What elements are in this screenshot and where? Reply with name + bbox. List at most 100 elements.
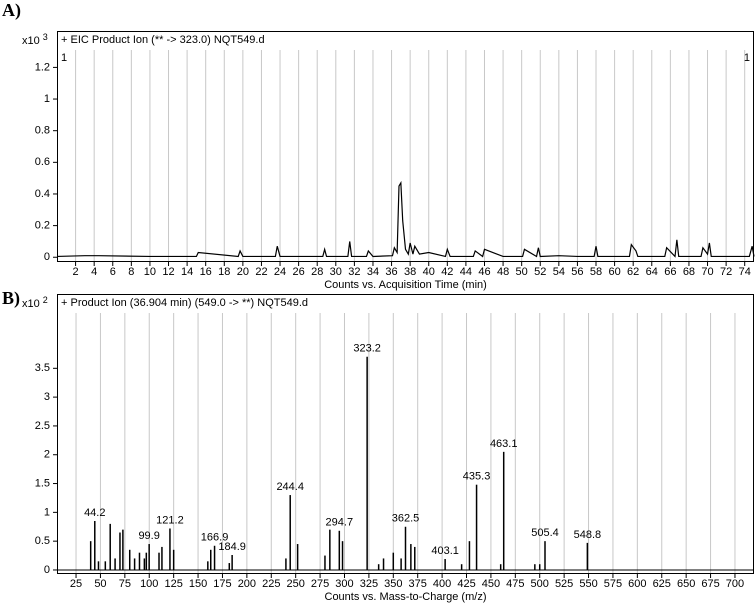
x-tick-label: 10	[144, 266, 156, 278]
y-tick-label: 3.5	[35, 362, 50, 374]
chart-title: + EIC Product Ion (** -> 323.0) NQT549.d	[61, 34, 265, 46]
x-tick-label: 350	[384, 578, 402, 590]
x-tick-label: 68	[683, 266, 695, 278]
peak-label: 184.9	[218, 541, 246, 553]
x-tick-label: 56	[571, 266, 583, 278]
x-tick-label: 64	[646, 266, 658, 278]
cursor-label: 1	[61, 52, 67, 64]
y-tick-label: 0.2	[35, 220, 50, 232]
x-tick-label: 550	[579, 578, 597, 590]
x-tick-label: 2	[73, 266, 79, 278]
y-tick-label: 3	[44, 391, 50, 403]
peak-label: 435.3	[463, 471, 491, 483]
x-tick-label: 44	[460, 266, 472, 278]
x-tick-label: 200	[238, 578, 256, 590]
x-tick-label: 66	[664, 266, 676, 278]
x-tick-label: 575	[604, 578, 622, 590]
frame	[57, 294, 754, 574]
y-tick-label: 1.2	[35, 61, 50, 73]
peak-label: 121.2	[156, 514, 184, 526]
x-tick-label: 175	[213, 578, 231, 590]
y-scale-exponent: 3	[43, 32, 48, 42]
y-tick-label: 1.5	[35, 477, 50, 489]
x-tick-label: 450	[482, 578, 500, 590]
x-tick-label: 275	[311, 578, 329, 590]
x-tick-label: 42	[441, 266, 453, 278]
x-tick-label: 50	[516, 266, 528, 278]
x-axis-label: Counts vs. Acquisition Time (min)	[324, 279, 487, 291]
x-tick-label: 650	[677, 578, 695, 590]
x-tick-label: 125	[164, 578, 182, 590]
x-tick-label: 475	[506, 578, 524, 590]
y-tick-label: 0.4	[35, 188, 50, 200]
x-tick-label: 300	[335, 578, 353, 590]
y-tick-label: 0.6	[35, 156, 50, 168]
x-axis-label: Counts vs. Mass-to-Charge (m/z)	[325, 591, 487, 603]
x-tick-label: 225	[262, 578, 280, 590]
x-tick-label: 54	[553, 266, 565, 278]
panel-label: A)	[2, 0, 21, 21]
peak-label: 548.8	[574, 529, 602, 541]
x-tick-label: 4	[91, 266, 97, 278]
y-scale-base: x10	[22, 35, 40, 47]
y-tick-label: 2.5	[35, 420, 50, 432]
x-tick-label: 250	[286, 578, 304, 590]
x-tick-label: 325	[360, 578, 378, 590]
x-tick-label: 500	[531, 578, 549, 590]
x-tick-label: 14	[181, 266, 193, 278]
x-tick-label: 150	[189, 578, 207, 590]
y-tick-label: 2	[44, 449, 50, 461]
plot-area	[57, 31, 754, 262]
x-tick-label: 75	[119, 578, 131, 590]
peak-label: 44.2	[84, 507, 105, 519]
peak-label: 99.9	[138, 530, 159, 542]
x-tick-label: 600	[628, 578, 646, 590]
peak-label: 463.1	[490, 438, 518, 450]
x-tick-label: 46	[478, 266, 490, 278]
y-tick-label: 0.5	[35, 535, 50, 547]
y-scale-exponent: 2	[43, 295, 48, 305]
x-tick-label: 50	[94, 578, 106, 590]
x-tick-label: 24	[274, 266, 286, 278]
peak-label: 403.1	[431, 545, 459, 557]
x-tick-label: 625	[653, 578, 671, 590]
peak-label: 505.4	[531, 527, 559, 539]
chart-title: + Product Ion (36.904 min) (549.0 -> **)…	[61, 297, 308, 309]
x-tick-label: 425	[457, 578, 475, 590]
y-scale-label: x10 2	[22, 295, 48, 310]
peak-label: 294.7	[326, 517, 354, 529]
cursor-label: 1	[744, 52, 750, 64]
peak-label: 244.4	[276, 481, 304, 493]
x-tick-label: 525	[555, 578, 573, 590]
y-tick-label: 0.8	[35, 125, 50, 137]
x-tick-label: 25	[70, 578, 82, 590]
x-tick-label: 60	[608, 266, 620, 278]
panel-label: B)	[2, 288, 20, 309]
x-tick-label: 26	[293, 266, 305, 278]
y-tick-label: 0	[44, 251, 50, 263]
frame	[57, 31, 754, 262]
x-tick-label: 62	[627, 266, 639, 278]
x-tick-label: 12	[162, 266, 174, 278]
x-tick-label: 52	[534, 266, 546, 278]
x-tick-label: 74	[739, 266, 751, 278]
x-tick-label: 32	[348, 266, 360, 278]
x-tick-label: 22	[255, 266, 267, 278]
x-tick-label: 20	[237, 266, 249, 278]
x-tick-label: 400	[433, 578, 451, 590]
x-tick-label: 675	[701, 578, 719, 590]
peak-label: 166.9	[201, 532, 229, 544]
y-tick-label: 1	[44, 506, 50, 518]
x-tick-label: 38	[404, 266, 416, 278]
x-tick-label: 8	[128, 266, 134, 278]
x-tick-label: 18	[218, 266, 230, 278]
x-tick-label: 6	[110, 266, 116, 278]
peak-label: 362.5	[392, 513, 420, 525]
x-tick-label: 34	[367, 266, 379, 278]
x-tick-label: 48	[497, 266, 509, 278]
x-tick-label: 36	[385, 266, 397, 278]
x-tick-label: 70	[701, 266, 713, 278]
peak-label: 323.2	[353, 343, 381, 355]
